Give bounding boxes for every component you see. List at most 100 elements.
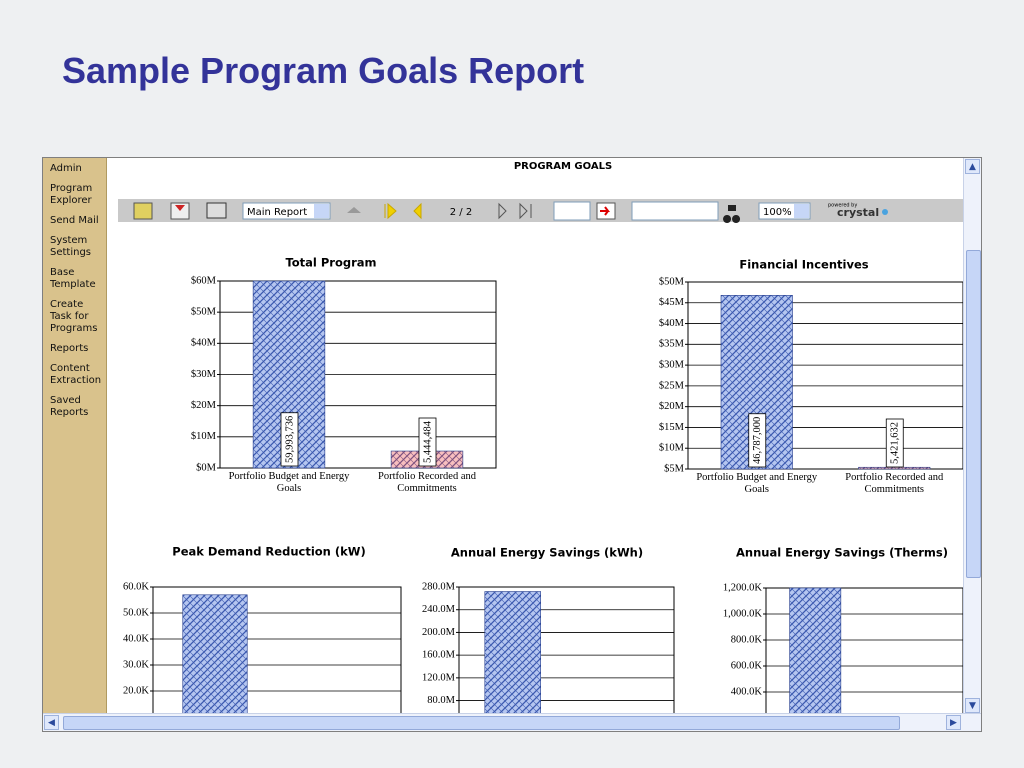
y-tick-label: $20M — [191, 400, 217, 411]
y-tick-label: 120.0M — [422, 672, 456, 683]
value-label: 46,787,000 — [752, 417, 763, 464]
sidebar-link[interactable]: Saved Reports — [50, 395, 89, 418]
y-tick-label: 1,000.0K — [723, 608, 763, 619]
next-page[interactable] — [498, 202, 507, 220]
horizontal-scrollbar[interactable]: ◀ ▶ — [43, 713, 981, 731]
chart-title: Annual Energy Savings (Therms) — [736, 546, 948, 560]
y-tick-label: $0M — [196, 462, 217, 473]
y-tick-label: $10M — [191, 431, 217, 442]
value-label: 5,444,484 — [422, 420, 433, 463]
y-tick-label: 20.0K — [123, 685, 149, 696]
tree-icon[interactable] — [133, 202, 153, 220]
page-indicator: 2 / 2 — [450, 207, 472, 218]
y-tick-label: 400.0K — [731, 686, 763, 697]
x-tick-label: Portfolio Budget and Energy Goals — [696, 472, 818, 495]
y-tick-label: $45M — [659, 297, 685, 308]
last-page[interactable] — [519, 202, 532, 220]
y-tick-label: $30M — [659, 360, 685, 371]
chart-title: Peak Demand Reduction (kW) — [172, 545, 365, 559]
vertical-scrollbar[interactable]: ▲ ▼ — [963, 158, 981, 714]
y-tick-label: 240.0M — [422, 604, 456, 615]
goto-arrow — [600, 206, 610, 216]
toolbar: Main Report 2 / 2 100% powered by crysta… — [118, 199, 963, 223]
y-tick-label: 600.0K — [731, 660, 763, 671]
y-tick-label: $15M — [659, 422, 685, 433]
y-tick-label: 800.0K — [731, 634, 763, 645]
sidebar-link[interactable]: Send Mail — [50, 215, 99, 226]
x-tick-label: Portfolio Recorded and Commitments — [378, 471, 476, 494]
y-tick-label: 1,200.0K — [723, 582, 763, 593]
print-icon[interactable] — [206, 202, 227, 219]
sidebar-link[interactable]: Create Task for Programs — [50, 299, 98, 334]
y-tick-label: $60M — [191, 275, 217, 286]
value-label-box — [885, 418, 904, 468]
y-tick-label: $10M — [659, 443, 685, 454]
y-tick-label: 80.0M — [427, 695, 455, 706]
sidebar-link[interactable]: Admin — [50, 163, 82, 174]
scroll-down[interactable]: ▼ — [965, 698, 980, 713]
y-tick-label: $5M — [664, 463, 685, 474]
export-arrow — [175, 205, 185, 211]
value-label-box — [748, 413, 767, 468]
y-tick-label: 200.0M — [422, 627, 456, 638]
search-input[interactable] — [631, 201, 719, 221]
scroll-left[interactable]: ◀ — [44, 715, 59, 730]
y-tick-label: 280.0M — [422, 581, 456, 592]
bar — [858, 466, 931, 470]
scroll-up[interactable]: ▲ — [965, 159, 980, 174]
charts: Total Program $0M $10M $20M $30M $40M $50M $60M… — [172, 256, 963, 560]
brand-logo — [882, 209, 888, 215]
y-tick-label: $30M — [191, 369, 217, 380]
report-select[interactable] — [242, 202, 331, 220]
scroll-right[interactable]: ▶ — [946, 715, 961, 730]
sidebar-link[interactable]: Base Template — [50, 267, 96, 290]
sidebar-link[interactable]: System Settings — [50, 235, 92, 258]
value-label-box — [418, 417, 437, 467]
brand: crystal — [837, 206, 879, 219]
sidebar-link[interactable]: Program Explorer — [50, 183, 93, 206]
y-tick-label: $25M — [659, 380, 685, 391]
y-tick-label: $50M — [659, 276, 685, 287]
y-tick-label: $40M — [191, 338, 217, 349]
sidebar: Admin Program Explorer Send Mail System Set… — [43, 158, 107, 714]
scroll-thumb-h[interactable] — [63, 716, 900, 730]
value-label: 5,421,632 — [890, 422, 901, 464]
y-tick-label: $20M — [659, 401, 685, 412]
sidebar-link[interactable]: Content Extraction — [50, 363, 102, 386]
y-tick-label: $35M — [659, 339, 685, 350]
zoom-arrow[interactable] — [794, 204, 809, 218]
first-page[interactable] — [384, 202, 397, 220]
report-title: PROGRAM GOALS — [514, 161, 612, 172]
sidebar-link[interactable]: Reports — [50, 343, 89, 354]
zoom-text: 100% — [763, 207, 792, 218]
prev-page[interactable] — [413, 202, 422, 220]
x-tick-label: Portfolio Recorded and Commitments — [845, 472, 944, 495]
powered-by: powered by — [828, 203, 857, 209]
bar — [182, 594, 248, 713]
scroll-thumb[interactable] — [966, 250, 981, 578]
page-input[interactable] — [553, 201, 591, 221]
value-label-box — [280, 412, 299, 467]
y-tick-label: 160.0M — [422, 650, 456, 661]
y-tick-label: 30.0K — [123, 659, 149, 670]
value-label: 59,993,736 — [284, 416, 295, 463]
y-tick-label: $40M — [659, 318, 685, 329]
charts-lower: 20.0K 30.0K 40.0K 50.0K 60.0K 80.0M 120.0M 160.… — [123, 581, 963, 713]
select-arrow[interactable] — [314, 204, 329, 218]
chart-title: Annual Energy Savings (kWh) — [451, 546, 643, 560]
chart-title: Total Program — [285, 256, 376, 270]
bar — [484, 591, 541, 713]
y-tick-label: $50M — [191, 307, 217, 318]
bar — [789, 587, 842, 713]
y-tick-label: 40.0K — [123, 633, 149, 644]
report-select-text: Main Report — [247, 207, 307, 218]
y-tick-label: 50.0K — [123, 607, 149, 618]
app-window: Admin Program Explorer Send Mail System Set… — [42, 157, 982, 732]
up-icon[interactable] — [347, 207, 361, 213]
report-area: PROGRAM GOALS Main Report 2 / 2 100% p — [108, 158, 963, 714]
y-tick-label: 60.0K — [123, 581, 149, 592]
x-tick-label: Portfolio Budget and Energy Goals — [228, 471, 350, 494]
search-icon[interactable] — [723, 205, 741, 223]
slide-title: Sample Program Goals Report — [62, 50, 585, 91]
